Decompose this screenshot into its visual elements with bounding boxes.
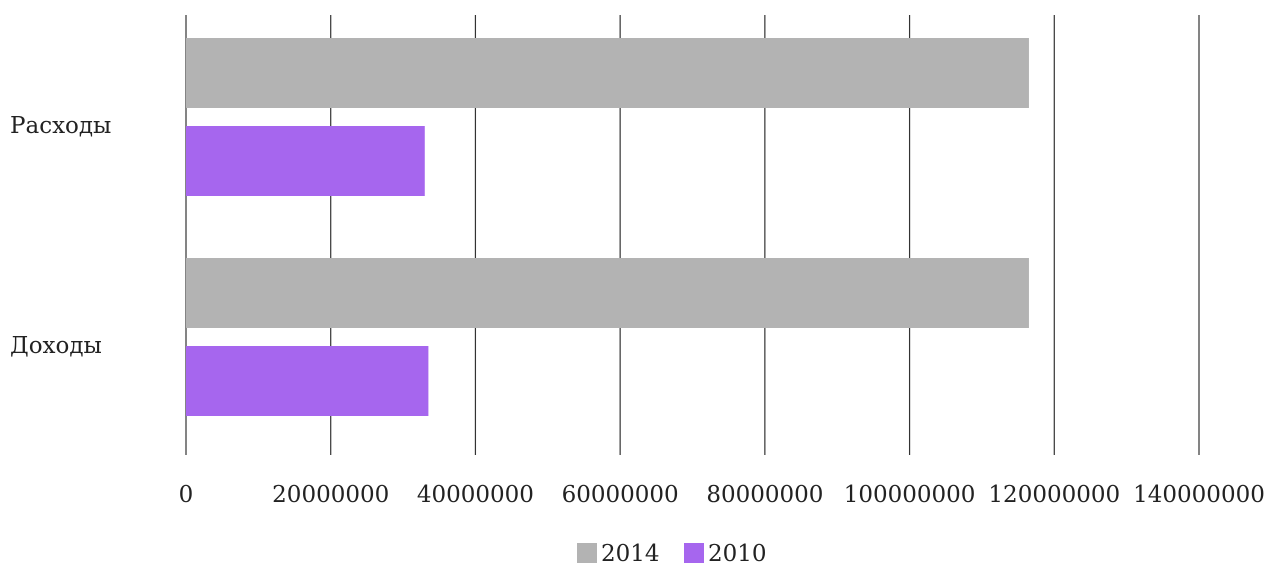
category-label-0: Расходы xyxy=(10,113,111,139)
x-tick-label-6: 120000000 xyxy=(988,482,1120,508)
legend-swatch-2010 xyxy=(684,543,704,563)
bar-2014-0 xyxy=(186,38,1029,108)
x-tick-label-0: 0 xyxy=(179,482,194,508)
category-label-1: Доходы xyxy=(10,333,102,359)
bar-2010-0 xyxy=(186,126,425,196)
x-tick-labels: 0 20000000 40000000 60000000 80000000 1000000… xyxy=(179,482,1265,508)
legend-label-2014: 2014 xyxy=(601,541,660,566)
x-tick-label-2: 40000000 xyxy=(417,482,534,508)
legend-label-2010: 2010 xyxy=(708,541,767,566)
bar-2014-1 xyxy=(186,258,1029,328)
x-tick-label-7: 140000000 xyxy=(1133,482,1265,508)
x-tick-label-4: 80000000 xyxy=(706,482,823,508)
category-labels: Расходы Доходы xyxy=(10,113,111,359)
bar-2010-1 xyxy=(186,346,429,416)
bars xyxy=(186,38,1029,416)
legend-swatch-2014 xyxy=(577,543,597,563)
legend: 2014 2010 xyxy=(577,541,767,566)
x-tick-label-1: 20000000 xyxy=(272,482,389,508)
x-tick-label-3: 60000000 xyxy=(562,482,679,508)
x-tick-label-5: 100000000 xyxy=(844,482,976,508)
